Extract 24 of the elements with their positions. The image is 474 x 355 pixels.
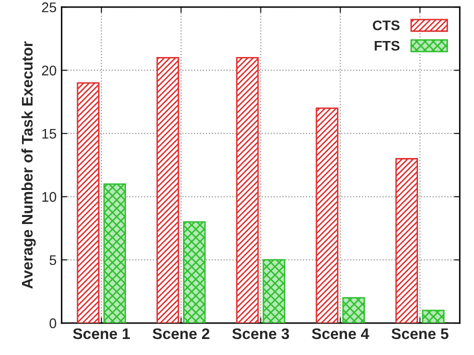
bar [103, 183, 126, 324]
bar [395, 158, 418, 324]
y-tick-label: 5 [50, 255, 56, 266]
bar [422, 310, 445, 324]
bar [262, 259, 286, 324]
y-tick-label: 10 [42, 192, 56, 202]
bar [316, 108, 338, 324]
bar [183, 221, 206, 324]
legend-label: CTS [372, 20, 400, 30]
x-tick-label: Scene 5 [392, 328, 448, 340]
bar [342, 297, 365, 324]
legend-label: FTS [374, 40, 400, 51]
x-tick-label: Scene 3 [232, 328, 290, 340]
x-tick-label: Scene 1 [73, 328, 130, 340]
y-tick-label: 20 [42, 66, 56, 76]
y-axis-title: Average Number of Task Executor [21, 41, 36, 289]
y-tick-label: 0 [50, 318, 56, 328]
bar [156, 56, 180, 324]
bar [236, 56, 259, 324]
x-tick-label: Scene 4 [312, 328, 370, 340]
y-tick-label: 25 [42, 2, 56, 12]
x-tick-label: Scene 2 [152, 328, 210, 340]
y-tick-label: 15 [42, 128, 56, 139]
bar [76, 82, 100, 324]
